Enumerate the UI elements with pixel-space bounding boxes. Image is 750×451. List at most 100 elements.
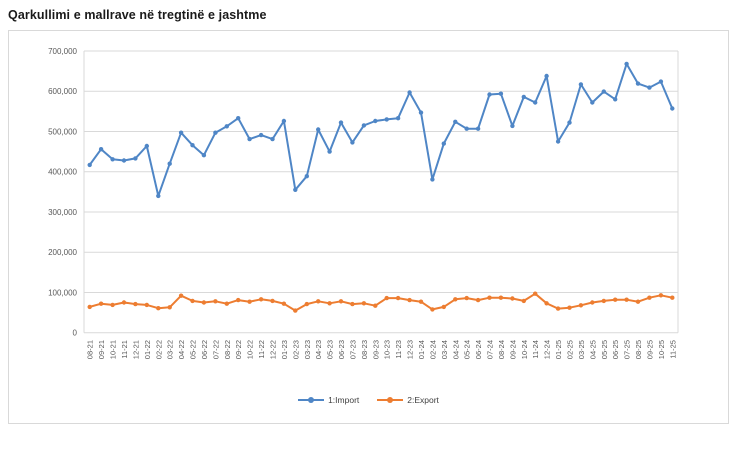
import-data-point: [293, 187, 298, 192]
x-axis-tick-label: 09-22: [234, 340, 243, 359]
x-axis-tick-label: 12-23: [406, 340, 415, 359]
legend-item-export: 2:Export: [377, 395, 439, 405]
import-data-point: [453, 119, 458, 125]
x-axis-tick-label: 01-22: [143, 340, 152, 359]
export-data-point: [304, 301, 309, 307]
y-axis-tick-label: 300,000: [48, 208, 77, 217]
import-data-point: [395, 116, 401, 121]
export-data-point: [475, 297, 481, 303]
import-data-point: [87, 162, 92, 168]
x-axis-tick-label: 08-21: [86, 340, 95, 359]
export-data-point: [613, 297, 618, 302]
chart-legend: 1:Import 2:Export: [9, 395, 728, 405]
y-axis-tick-label: 200,000: [48, 248, 77, 257]
export-data-point: [338, 299, 344, 304]
export-data-point: [213, 299, 218, 304]
x-axis-tick-label: 04-23: [314, 340, 323, 359]
import-data-point: [441, 141, 446, 146]
x-axis-tick-label: 06-24: [474, 340, 483, 359]
x-axis-tick-label: 04-25: [588, 340, 597, 359]
export-data-point: [201, 300, 207, 305]
export-data-point: [98, 301, 104, 306]
x-axis-tick-label: 12-22: [268, 340, 277, 359]
export-series-swatch-icon: [377, 396, 404, 404]
x-axis-tick-label: 04-22: [177, 340, 186, 359]
x-axis-tick-label: 09-21: [97, 340, 106, 359]
export-data-point: [247, 299, 252, 304]
import-data-point: [327, 149, 332, 154]
export-data-point: [533, 291, 538, 296]
export-data-point: [567, 305, 572, 310]
y-axis-tick-label: 100,000: [48, 288, 77, 297]
export-series-line: [88, 292, 674, 312]
x-axis-tick-label: 06-23: [337, 340, 346, 359]
export-data-point: [236, 297, 241, 303]
export-data-point: [110, 302, 115, 308]
x-axis-tick-label: 12-21: [131, 340, 140, 359]
export-data-point: [361, 301, 367, 306]
export-data-point: [647, 295, 652, 300]
import-data-point: [338, 120, 344, 125]
import-data-point: [281, 118, 287, 124]
import-data-point: [213, 130, 218, 135]
y-axis-tick-label: 400,000: [48, 168, 77, 177]
export-data-point: [487, 295, 492, 300]
y-axis-tick-label: 500,000: [48, 127, 77, 136]
x-axis-tick-label: 02-23: [291, 340, 300, 359]
export-data-point: [521, 298, 526, 304]
x-axis-tick-label: 02-25: [565, 340, 574, 359]
x-axis-tick-label: 07-23: [348, 340, 357, 359]
x-axis-tick-label: 05-23: [326, 340, 335, 359]
export-data-point: [373, 303, 378, 308]
import-data-point: [647, 85, 652, 90]
x-axis-tick-label: 01-25: [554, 340, 563, 359]
export-data-point: [281, 301, 287, 306]
import-data-point: [430, 177, 435, 182]
export-data-point: [316, 299, 321, 304]
x-axis-tick-label: 11-22: [257, 340, 266, 359]
x-axis-tick-label: 06-25: [611, 340, 620, 359]
import-data-point: [190, 143, 195, 148]
import-data-point: [578, 82, 584, 87]
export-data-point: [407, 297, 412, 303]
x-axis-tick-label: 08-25: [634, 340, 643, 359]
import-data-point: [98, 147, 104, 152]
x-axis-tick-label: 11-24: [531, 340, 540, 359]
y-axis-tick-label: 700,000: [48, 47, 77, 56]
x-axis-tick-label: 10-24: [520, 340, 529, 359]
x-axis-tick-label: 09-25: [645, 340, 654, 359]
import-data-point: [498, 91, 504, 96]
import-data-point: [544, 73, 549, 79]
import-data-point: [624, 61, 629, 67]
import-data-point: [510, 123, 515, 129]
y-axis-tick-label: 0: [73, 329, 78, 338]
import-data-point: [533, 100, 538, 105]
export-data-point: [670, 295, 675, 300]
x-axis-tick-label: 01-24: [417, 340, 426, 359]
export-data-point: [464, 295, 469, 301]
x-axis-tick-label: 09-23: [371, 340, 380, 359]
chart-panel: 0 100,000 200,000 300,000 400,000 500,000 600,…: [8, 30, 729, 424]
legend-item-import: 1:Import: [298, 395, 359, 405]
x-axis-tick-label: 07-22: [211, 340, 220, 359]
import-data-point: [156, 193, 161, 199]
export-data-point: [544, 301, 549, 306]
x-axis-tick-label: 10-23: [383, 340, 392, 359]
import-data-point: [601, 89, 606, 94]
x-axis-tick-label: 03-23: [303, 340, 312, 359]
x-axis-tick-label: 08-24: [497, 340, 506, 359]
legend-label-import: 1:Import: [328, 395, 360, 405]
import-data-point: [658, 79, 664, 84]
x-axis-tick-label: 05-25: [600, 340, 609, 359]
x-axis-tick-label: 02-22: [154, 340, 163, 359]
import-data-point: [567, 120, 572, 125]
import-data-point: [350, 140, 355, 145]
export-data-point: [624, 297, 629, 302]
x-axis-tick-label: 07-25: [623, 340, 632, 359]
line-chart-canvas: 0 100,000 200,000 300,000 400,000 500,000 600,…: [48, 47, 679, 359]
export-data-point: [121, 300, 127, 305]
x-axis-tick-label: 11-21: [120, 340, 129, 359]
export-data-point: [384, 295, 389, 301]
export-data-point: [327, 301, 332, 306]
